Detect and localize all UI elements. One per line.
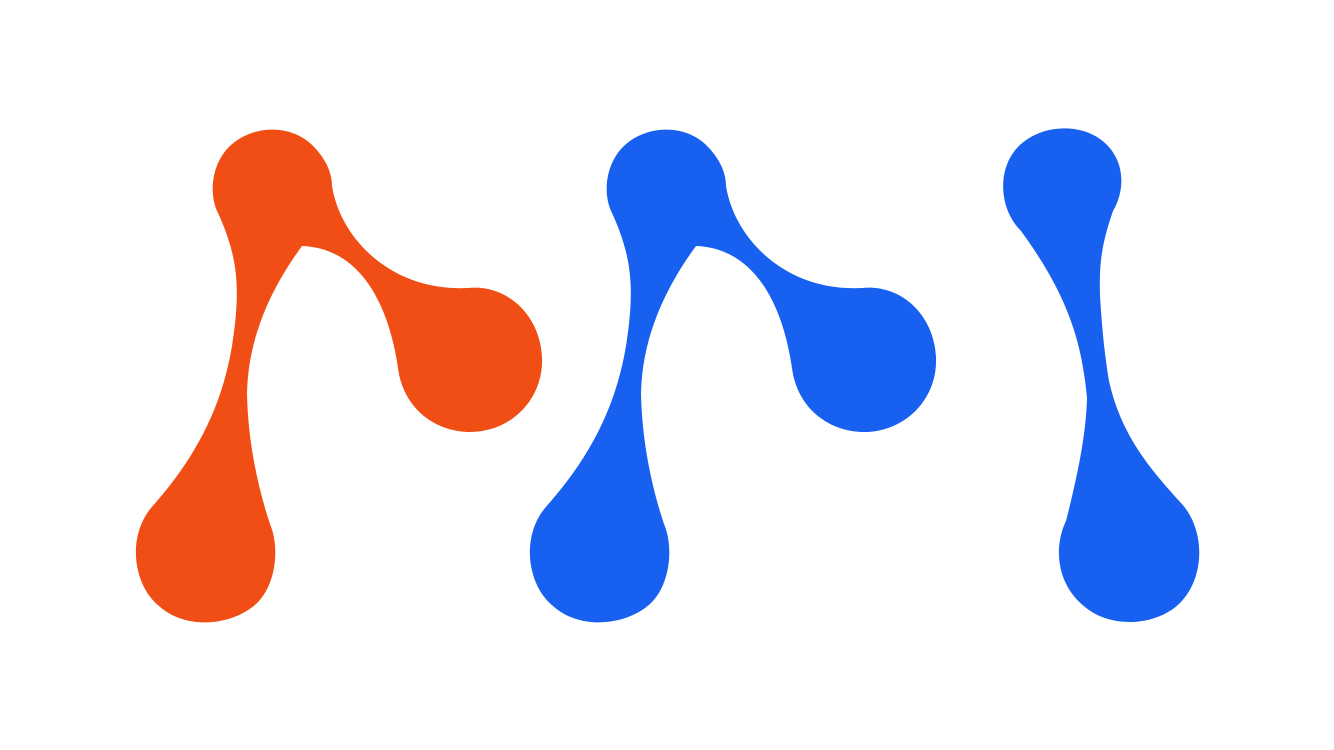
orange-node-glyph-icon [135,129,543,623]
orange-glyph-body [135,129,543,623]
blue-stroke-glyph-icon [1003,128,1200,622]
blue-stroke-body [1003,128,1200,622]
blue-glyph-body [529,129,937,623]
blue-node-glyph-icon [529,129,937,623]
